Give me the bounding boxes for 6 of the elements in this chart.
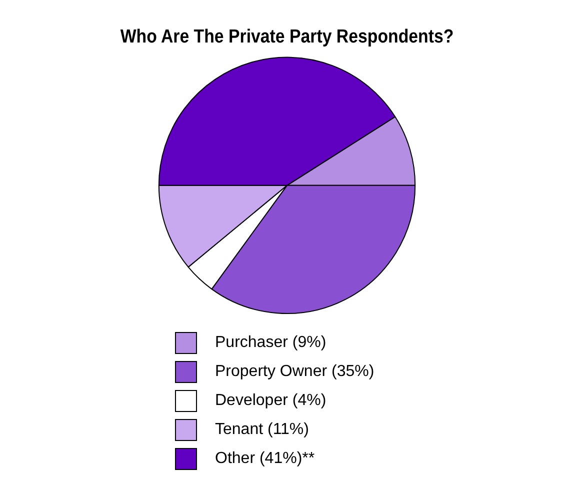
- legend-label: Other (41%)**: [215, 450, 315, 468]
- chart-title: Who Are The Private Party Respondents?: [120, 26, 454, 47]
- legend-label: Tenant (11%): [215, 420, 309, 438]
- legend-label: Purchaser (9%): [215, 334, 326, 352]
- legend-label: Property Owner (35%): [215, 362, 374, 380]
- legend-label: Developer (4%): [215, 392, 326, 410]
